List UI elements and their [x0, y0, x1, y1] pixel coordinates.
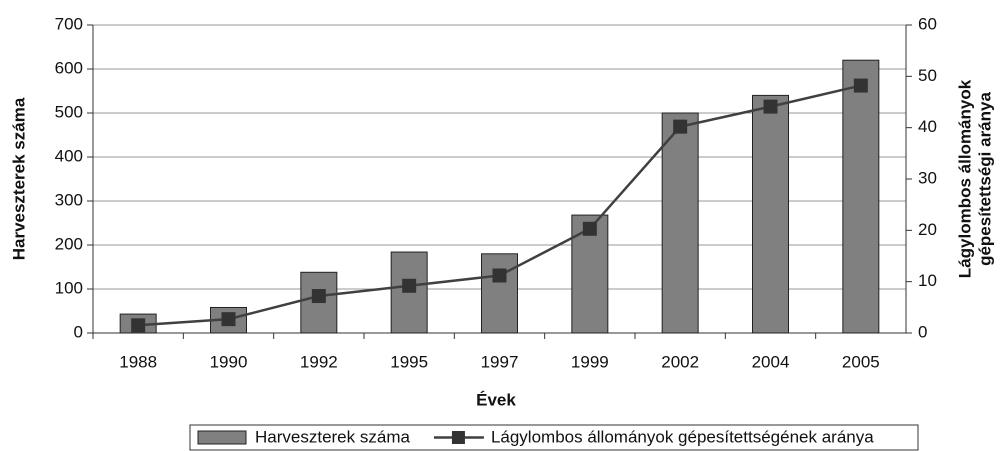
y2-tick-label: 50: [918, 66, 937, 85]
y-tick-label: 100: [55, 278, 83, 297]
y2-tick-label: 0: [918, 322, 927, 341]
line-marker: [582, 221, 597, 236]
y-tick-label: 500: [55, 102, 83, 121]
bar: [661, 112, 699, 334]
y2-tick-label: 20: [918, 220, 937, 239]
y2-tick-label: 40: [918, 117, 937, 136]
line-marker: [402, 278, 417, 293]
bar: [481, 253, 518, 334]
y-tick-label: 300: [55, 190, 83, 209]
x-tick-label: 1990: [210, 352, 248, 371]
line-marker: [131, 318, 146, 333]
legend-box: [189, 424, 919, 451]
y-tick-label: 200: [55, 234, 83, 253]
y2-tick-label: 30: [918, 168, 937, 187]
y-tick-label: 700: [55, 14, 83, 33]
y2-tick-label: 10: [918, 271, 937, 290]
legend-marker: [451, 431, 465, 444]
line-marker: [311, 289, 326, 304]
y-tick-label: 600: [55, 58, 83, 77]
x-tick-label: 1999: [571, 352, 609, 371]
legend-label: Lágylombos állományok gépesítettségének …: [491, 427, 874, 446]
x-tick-label: 2005: [842, 352, 880, 371]
x-axis-label: Évek: [476, 390, 516, 409]
line-marker: [221, 312, 236, 327]
y-tick-label: 400: [55, 146, 83, 165]
x-tick-label: 2002: [661, 352, 699, 371]
x-tick-label: 1992: [300, 352, 338, 371]
line-marker: [853, 78, 868, 93]
y2-tick-label: 60: [918, 14, 937, 33]
x-tick-label: 1997: [481, 352, 519, 371]
x-tick-label: 1995: [390, 352, 428, 371]
line-marker: [492, 268, 507, 283]
bar: [842, 59, 880, 334]
y-tick-label: 0: [74, 322, 83, 341]
x-tick-label: 1988: [119, 352, 157, 371]
x-tick-label: 2004: [752, 352, 790, 371]
y-axis-label: Harveszterek száma: [9, 97, 28, 260]
y2-axis-label: gépesítettségi aránya: [975, 92, 994, 266]
line-marker: [763, 99, 778, 114]
bar: [752, 94, 789, 334]
line-marker: [673, 119, 688, 134]
legend-swatch: [197, 430, 247, 445]
y2-axis-label: Lágylombos állományok: [955, 79, 974, 278]
legend-label: Harveszterek száma: [255, 427, 410, 446]
